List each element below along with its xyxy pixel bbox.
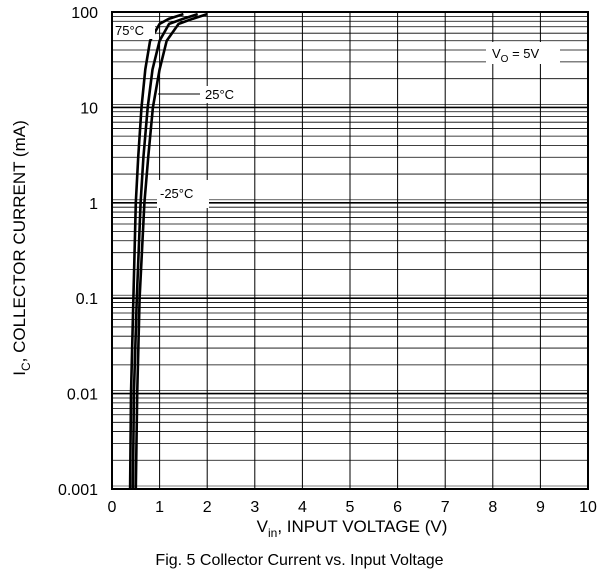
y-tick-label: 0.001 <box>58 482 98 499</box>
y-tick-label: 1 <box>89 196 98 213</box>
y-tick-label: 0.01 <box>67 387 98 404</box>
y-tick-label: 100 <box>71 5 98 22</box>
y-axis-title: IC, COLLECTOR CURRENT (mA) <box>10 120 33 376</box>
x-tick-label: 2 <box>203 499 212 516</box>
x-tick-label: 5 <box>346 499 355 516</box>
label-m25c: -25°C <box>160 186 193 201</box>
annotation-background <box>486 42 560 64</box>
grid <box>111 12 589 490</box>
tick-labels: 0 1 2 3 4 5 6 7 8 9 10 0.001 0.01 0.1 1 10 100 <box>58 5 597 516</box>
y-tick-label: 0.1 <box>76 291 98 308</box>
annotation-vo: VO = 5V <box>492 46 539 65</box>
label-75c: 75°C <box>115 23 144 38</box>
label-m25c-bg <box>157 180 209 208</box>
x-tick-label: 10 <box>579 499 597 516</box>
plot-frame <box>111 11 589 490</box>
y-tick-label: 10 <box>80 100 98 117</box>
x-tick-label: 9 <box>536 499 545 516</box>
series-line-1 <box>131 12 199 490</box>
label-25c: 25°C <box>205 87 234 102</box>
x-tick-label: 1 <box>155 499 164 516</box>
x-axis-title: Vin, INPUT VOLTAGE (V) <box>257 517 448 540</box>
x-tick-label: 0 <box>108 499 117 516</box>
series-line-2 <box>134 12 208 490</box>
series-line-0 <box>128 12 184 490</box>
figure-caption: Fig. 5 Collector Current vs. Input Volta… <box>155 552 444 569</box>
x-tick-label: 7 <box>441 499 450 516</box>
x-tick-label: 8 <box>488 499 497 516</box>
label-25c-bg <box>202 86 242 103</box>
label-75c-bg <box>113 22 155 39</box>
curves <box>128 12 208 490</box>
x-tick-label: 3 <box>250 499 259 516</box>
chart: 0 1 2 3 4 5 6 7 8 9 10 0.001 0.01 0.1 1 10 100 VO = 5V 7… <box>10 5 597 540</box>
x-tick-label: 4 <box>298 499 307 516</box>
x-tick-label: 6 <box>393 499 402 516</box>
